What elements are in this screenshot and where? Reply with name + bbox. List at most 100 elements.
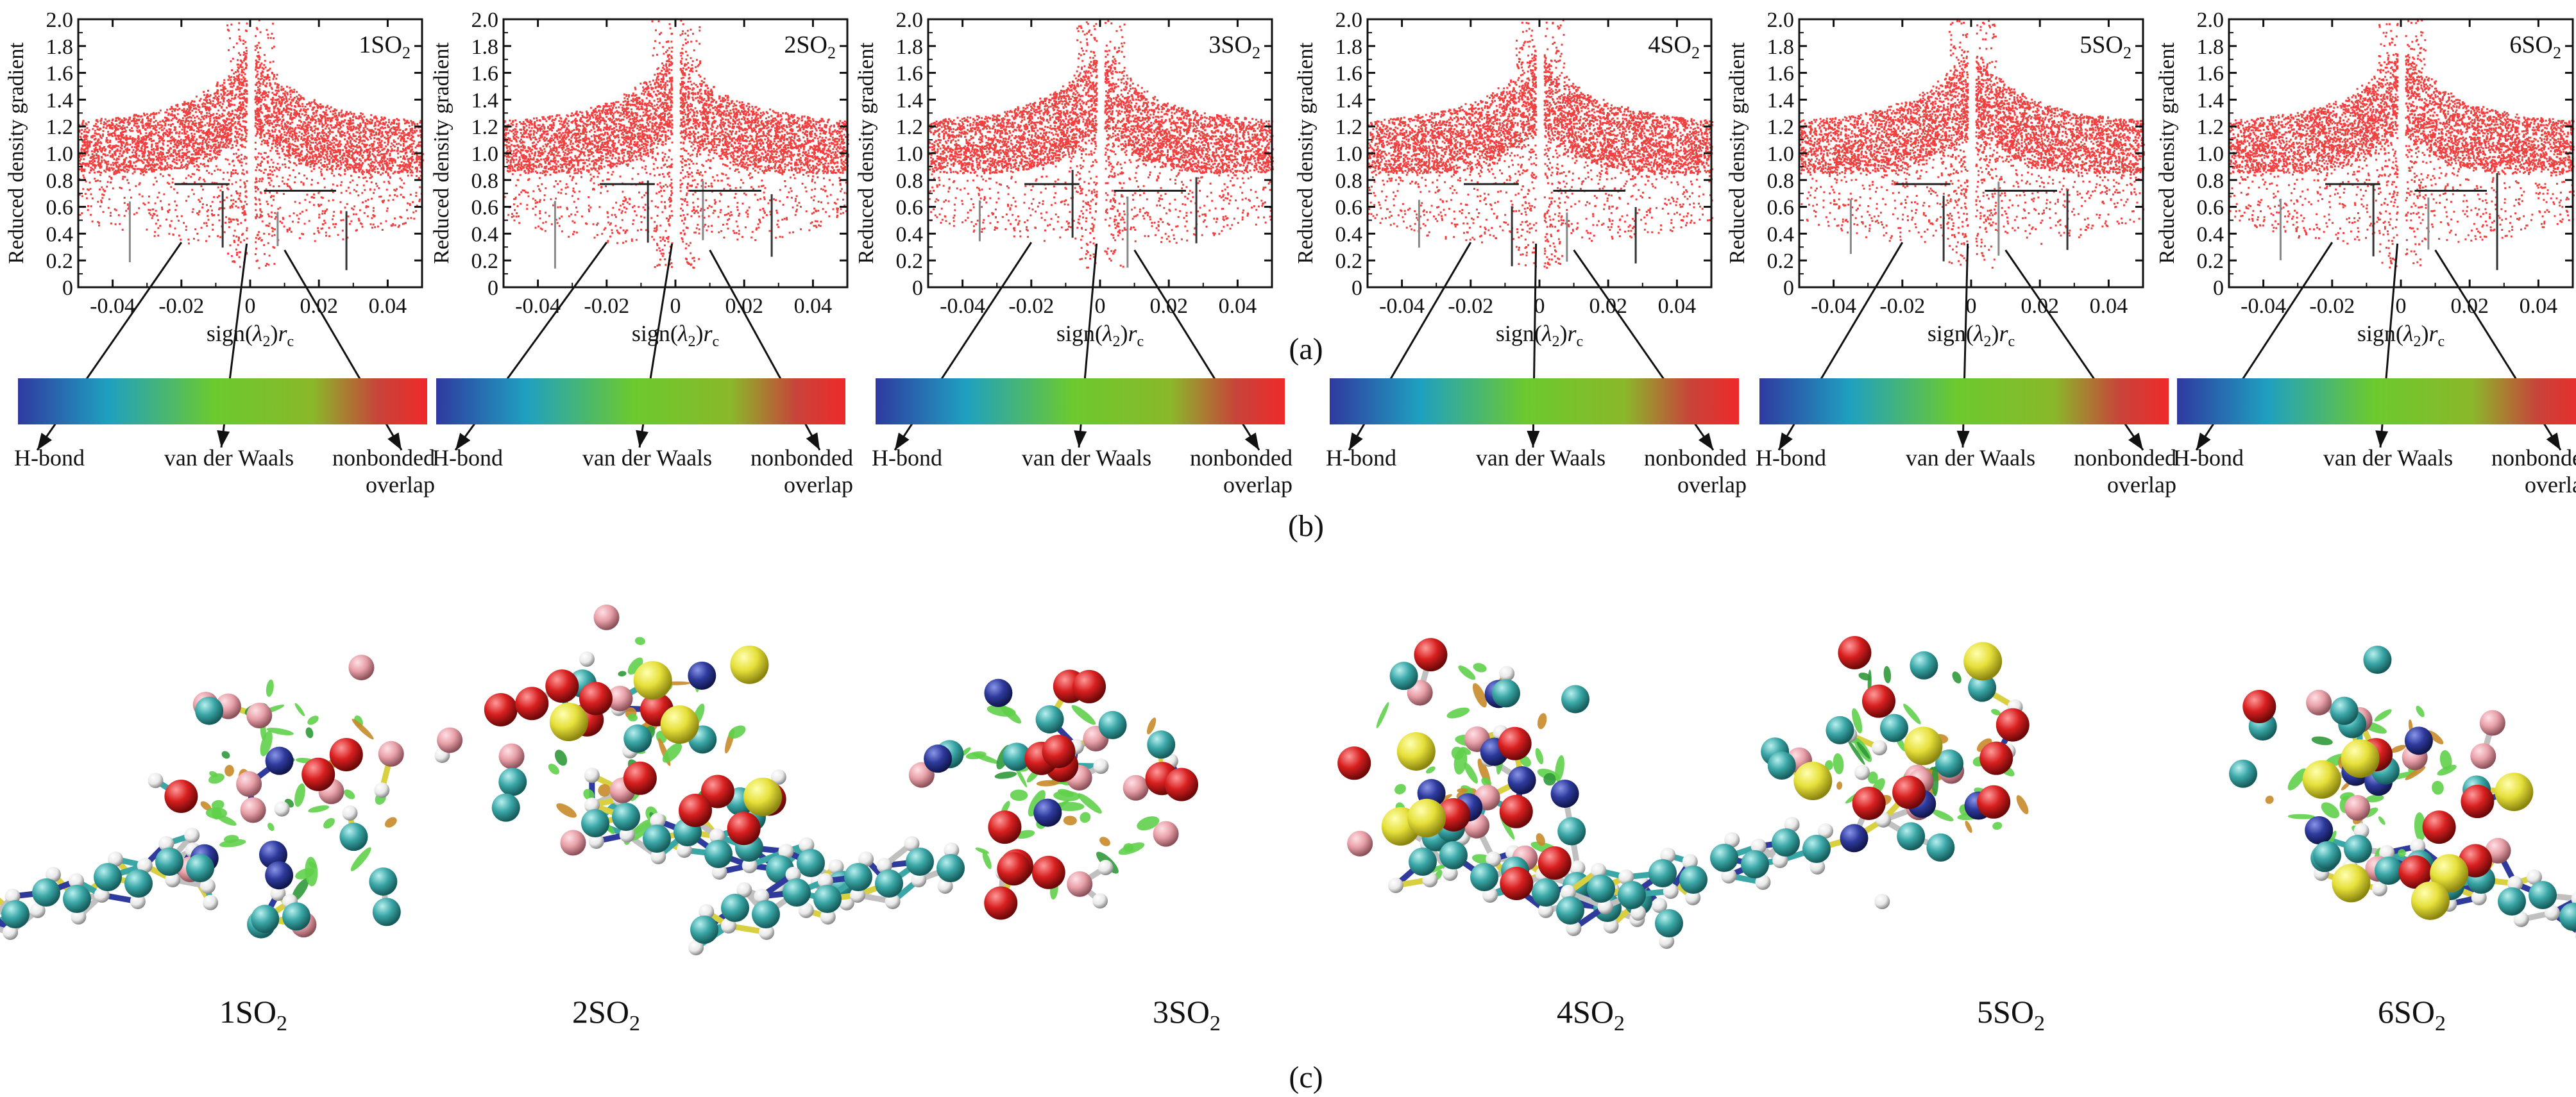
atom-H [944, 842, 960, 858]
y-tick-label: 1.6 [1335, 62, 1363, 86]
atom-C [155, 848, 183, 876]
atom-F [2479, 710, 2505, 736]
y-tick-label: 0 [2213, 276, 2224, 300]
y-tick-label: 0 [487, 276, 498, 300]
atom-O [545, 669, 579, 703]
y-tick-label: 1.8 [1335, 35, 1363, 59]
atom-H [699, 904, 715, 919]
atom-C [369, 867, 398, 896]
x-axis-label-part: ) [1991, 321, 1999, 346]
atom-H [1482, 887, 1498, 903]
isosurface-patch [266, 679, 274, 697]
atom-H [720, 918, 736, 934]
colorbar-label-hbond: H-bond [14, 445, 85, 471]
y-tick-label: 1.2 [46, 115, 74, 139]
isosurface-patch [2398, 849, 2406, 857]
isosurface-patch [975, 847, 989, 854]
panel-label-sub: 2 [402, 44, 411, 62]
x-tick-label: 0 [2396, 294, 2407, 318]
isosurface-patch [999, 705, 1022, 724]
spike-markers [554, 180, 773, 269]
rdg-plot-6: 0 0.2 0.40.6 0.8 1.0 1.2 1.41.6 1.8 2.0 -0.04 -0.0… [2155, 8, 2575, 350]
isosurface-patch [1555, 755, 1564, 782]
x-tick-label: -0.02 [584, 294, 629, 318]
atom-C [339, 823, 368, 851]
isosurface-patch [2439, 750, 2452, 771]
colorbar-label-vdw: van der Waals [582, 445, 712, 471]
isosurface-patch [1867, 771, 1878, 784]
y-tick-label: 2.0 [2197, 8, 2224, 32]
x-axis-label-part: c [2437, 333, 2445, 350]
atom-C [783, 878, 811, 907]
x-tick-label: -0.04 [2241, 294, 2286, 318]
isosurface-patch [2321, 802, 2340, 819]
isosurface-patch [1077, 793, 1102, 814]
x-axis-label-part: λ [2403, 321, 2414, 346]
rdg-plot-2: 0 0.2 0.40.6 0.8 1.0 1.2 1.41.6 1.8 2.0 -0.04 -0.0… [430, 8, 849, 350]
atom-H [584, 798, 600, 813]
x-tick-label: 0.04 [2090, 294, 2128, 318]
rdg-plot-4: 0 0.2 0.40.6 0.8 1.0 1.2 1.41.6 1.8 2.0 -0.04 -0.0… [1294, 8, 1713, 350]
atom-H [911, 872, 927, 887]
atom-H [94, 887, 110, 903]
x-axis-label-part: 2 [1112, 333, 1120, 350]
colorbar-label-overlap: overlap [1677, 472, 1747, 498]
atom-H [4, 889, 21, 904]
atom-H [1591, 863, 1607, 878]
isosurface-patch [1537, 713, 1547, 730]
atom-H [1724, 832, 1740, 848]
x-tick-label: -0.04 [1379, 294, 1425, 318]
atom-C [94, 863, 122, 891]
atom-H [1618, 869, 1634, 885]
atom-H [1784, 817, 1800, 832]
atom-C [2559, 903, 2576, 931]
molecule-5 [1556, 636, 2029, 936]
atom-H [274, 801, 290, 817]
atom-H [1809, 859, 1826, 875]
isosurface-patch [1931, 766, 1939, 797]
atoms [2229, 646, 2576, 939]
atom-H [937, 878, 953, 894]
atom-S [549, 703, 588, 742]
atom-H [1560, 885, 1576, 900]
isosurface-patch [554, 749, 568, 766]
atom-H [1566, 921, 1582, 936]
y-tick-label: 0.8 [46, 169, 74, 193]
atom-O [1996, 708, 2029, 742]
arrow-head [2546, 432, 2561, 450]
y-tick-label: 0.4 [896, 222, 924, 246]
atom-H [45, 867, 61, 882]
atom-H [778, 844, 794, 859]
atom-H [1652, 898, 1668, 913]
colorbar-label-overlap: overlap [366, 472, 435, 498]
atom-F [1123, 775, 1149, 801]
atom-F [2470, 743, 2496, 769]
y-tick-label: 1.0 [46, 142, 74, 166]
structure-label-4: 4SO2 [1557, 994, 1625, 1035]
x-axis-label-part: sign( [2357, 321, 2403, 346]
panel-label-main: 3SO [1208, 31, 1252, 58]
spike-markers [128, 183, 348, 271]
atom-C [1910, 651, 1938, 680]
atom-C [704, 840, 733, 868]
atom-C [1439, 841, 1468, 869]
x-tick-label: 0.04 [1219, 294, 1257, 318]
atom-O [988, 810, 1022, 844]
panel-label-main: 6SO [2509, 31, 2553, 58]
atom-O [997, 852, 1031, 886]
atom-H [798, 903, 814, 918]
y-axis-label: Reduced density gradient [430, 42, 453, 264]
atom-N [688, 661, 716, 690]
isosurface-patch [2265, 796, 2274, 804]
x-tick-label: -0.04 [90, 294, 135, 318]
y-tick-label: 0.6 [896, 196, 924, 220]
atom-C [1741, 850, 1769, 878]
colorbar-label-vdw: van der Waals [1906, 445, 2035, 471]
panel-label-sub: 2 [2123, 44, 2131, 62]
atom-H [107, 851, 123, 867]
atom-H [817, 873, 833, 889]
x-axis-label: sign(λ2)rc [1496, 321, 1583, 350]
atom-C [797, 849, 825, 877]
isosurface-patch [1481, 777, 1492, 787]
